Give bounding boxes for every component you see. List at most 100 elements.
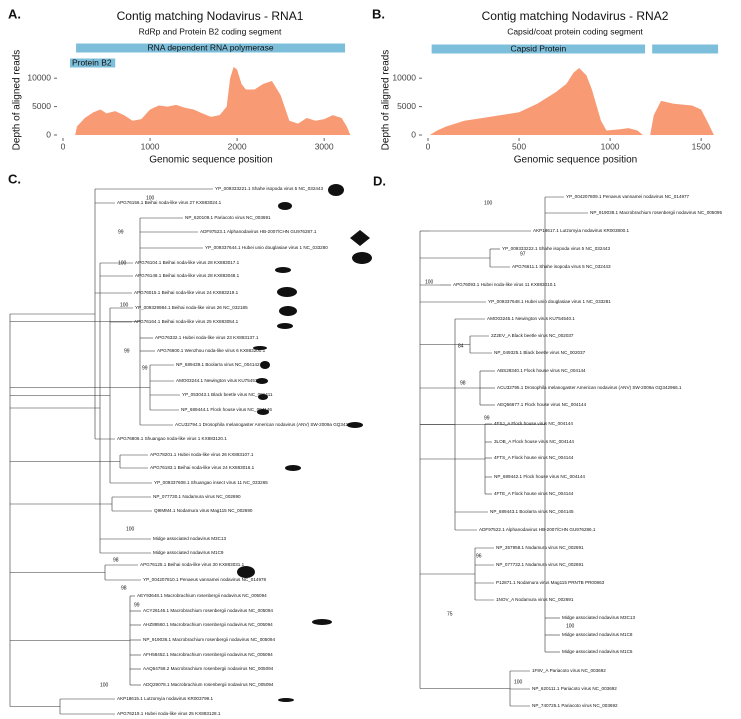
leaf-label: NP_919038.1 Macrobrachium rosenbergii no…	[590, 210, 722, 215]
icon-tick	[237, 566, 255, 578]
bootstrap-value: 100	[146, 195, 155, 201]
x-tick-label: 1000	[601, 141, 620, 151]
leaf-label: 2Z2EV_A Black beetle virus NC_002037	[491, 333, 574, 338]
bootstrap-value: 99	[134, 602, 140, 608]
bootstrap-value: 99	[484, 415, 490, 421]
bootstrap-value: 100	[126, 526, 135, 532]
leaf-label: APG76148.1 Beihai noda-like virus 28 KX8…	[135, 273, 240, 278]
leaf-label: 4FSJ_A Flock house virus NC_004144	[494, 421, 573, 426]
icon-shrimp	[285, 465, 301, 471]
icon-dragonfly	[278, 698, 294, 702]
bootstrap-value: 100	[118, 260, 127, 266]
leaf-label: NP_049325.1 Black beetle virus NC_002037	[494, 350, 586, 355]
y-tick-label: 0	[46, 129, 51, 139]
icon-mussel	[352, 252, 372, 264]
leaf-label: YP_009337648.1 Hubei unio douglasiae vir…	[488, 299, 611, 304]
x-tick-label: 0	[426, 141, 431, 151]
leaf-label: Midge associated nodavirus M3C13	[153, 536, 226, 541]
leaf-label: APG76104.1 Beihai noda-like virus 28 KX8…	[135, 260, 240, 265]
bootstrap-value: 99	[118, 229, 124, 235]
leaf-label: Q9IMM4.1 Nodamura virus Mag115 NC_002690	[154, 508, 253, 513]
bootstrap-value: 98	[113, 557, 119, 563]
leaf-label: Midge associated nodavirus M1C8	[562, 632, 633, 637]
bootstrap-value: 100	[100, 682, 109, 688]
leaf-label: AEY93648.1 Macrobrachium rosenbergii nod…	[137, 593, 267, 598]
coding-segment	[431, 44, 646, 54]
leaf-label: YP_009337644.1 Hubei unio douglasiae vir…	[205, 245, 328, 250]
leaf-label: NP_357958.1 Nodamura virus NC_002691	[496, 545, 584, 550]
bootstrap-value: 100	[120, 302, 129, 308]
leaf-label: APG76806.1 Shuangao noda-like virus 1 KX…	[117, 436, 227, 441]
leaf-label: Midge associated nodavirus M1C5	[562, 649, 633, 654]
leaf-label: APG76015.1 Beihai noda-like virus 24 KX8…	[134, 290, 239, 295]
leaf-label: APG76600.1 Wenzhou noda-like virus 6 KX8…	[157, 348, 266, 353]
leaf-label: P12871.1 Nodamura virus Mag115 PRNTB PR0…	[496, 580, 605, 585]
leaf-label: NP_919036.1 Macrobrachium rosenbergii no…	[143, 637, 275, 642]
leaf-label: AHZ89560.1 Macrobrachium rosenbergii nod…	[143, 622, 273, 627]
coverage-area	[429, 67, 714, 135]
leaf-label: ACY26146.1 Macrobrachium rosenbergii nod…	[143, 608, 273, 613]
leaf-label: YP_004207810.1 Penaeus vannamei nodaviru…	[143, 577, 267, 582]
chart-title: Contig matching Nodavirus - RNA2	[482, 9, 669, 23]
leaf-label: 3LOB_A Flock house virus NC_004144	[494, 439, 574, 444]
icon-snail	[328, 184, 344, 196]
y-axis-label: Depth of aligned reads	[12, 50, 23, 151]
leaf-label: NP_620109.1 Pariacoto virus NC_003691	[185, 215, 271, 220]
segment-label: Protein B2	[72, 57, 112, 67]
icon-dragonfly	[253, 346, 267, 350]
leaf-label: NP_689439.1 Boolarra virus NC_004142	[176, 362, 260, 367]
y-tick-label: 5000	[397, 101, 416, 111]
bootstrap-value: 98	[121, 585, 127, 591]
icon-shell	[277, 287, 297, 297]
leaf-label: YP_053043.1 Black beetle virus NC_001411	[182, 392, 273, 397]
leaf-label: YP_009333221.1 Shahe isopoda virus 5 NC_…	[215, 186, 323, 191]
leaf-label: APG76125.1 Beihai noda-like virus 30 KX8…	[140, 562, 245, 567]
leaf-label: APG76332.1 Hubei noda-like virus 23 KX88…	[155, 335, 259, 340]
leaf-label: NP_689444.1 Flock house virus NC_004146	[181, 407, 272, 412]
segment-label: Capsid Protein	[510, 43, 566, 53]
icon-cricket	[256, 378, 268, 384]
leaf-label: AKP18617.1 Lutzomyia nodavirus KR003800.…	[533, 228, 629, 233]
icon-prawn	[312, 619, 332, 625]
y-tick-label: 5000	[32, 101, 51, 111]
y-tick-label: 10000	[27, 72, 51, 82]
leaf-label: NP_077730.1 Nodamura virus NC_002690	[153, 494, 241, 499]
coding-segment	[69, 58, 116, 68]
leaf-label: APG76164.1 Beihai noda-like virus 25 KX8…	[134, 319, 239, 324]
leaf-label: Midge associated nodavirus M1C9	[153, 550, 224, 555]
leaf-label: ADQ29078.1 Macrobrachium rosenbergii nod…	[143, 682, 274, 687]
leaf-label: NP_740725.1 Pariacoto virus NC_003692	[532, 703, 618, 708]
leaf-label: APG76183.1 Beihai noda-like virus 24 KX8…	[150, 465, 255, 470]
leaf-label: ADF97522.1 Alphanodavirus HB-2007/CHN GU…	[479, 527, 596, 532]
leaf-label: YP_004207809.1 Penaeus vannamei nodaviru…	[566, 194, 690, 199]
leaf-label: ABS29340.1 Flock house virus NC_004144	[497, 368, 586, 373]
chart-subtitle: RdRp and Protein B2 coding segment	[139, 26, 282, 36]
leaf-label: APG76156.1 Beihai noda-like virus 27 KX8…	[117, 200, 222, 205]
y-tick-label: 0	[411, 129, 416, 139]
coverage-area	[75, 66, 351, 135]
leaf-label: AFH58452.1 Macrobrachium rosenbergii nod…	[143, 652, 273, 657]
x-tick-label: 2000	[228, 141, 247, 151]
chart-subtitle: Capsid/coat protein coding segment	[507, 26, 643, 36]
bootstrap-value: 99	[124, 348, 130, 354]
leaf-label: YP_009333222.1 Shahe isopoda virus 5 NC_…	[502, 246, 610, 251]
x-tick-label: 3000	[315, 141, 334, 151]
bootstrap-value: 100	[484, 200, 493, 206]
bootstrap-value: 96	[476, 553, 482, 559]
leaf-label: ACU32794.1 Drosophila melanogaster Ameri…	[175, 422, 360, 427]
leaf-label: Midge associated nodavirus M3C13	[562, 615, 635, 620]
leaf-label: NP_689443.1 Boolarra virus NC_004145	[490, 509, 574, 514]
icon-isopod	[278, 202, 292, 210]
icon-beetle	[258, 394, 268, 400]
leaf-label: ACU32795.1 Drosophila melanogaster Ameri…	[497, 385, 682, 390]
leaf-label: NP_620111.1 Pariacoto virus NC_003692	[532, 686, 617, 691]
panel-label: C.	[8, 171, 21, 186]
bootstrap-value: 97	[520, 251, 526, 257]
leaf-label: ADF97523.1 Alphanodavirus HB-2007/CHN GU…	[200, 229, 317, 234]
icon-moth	[350, 230, 370, 246]
x-tick-label: 1500	[692, 141, 711, 151]
bootstrap-value: 75	[447, 611, 453, 617]
y-tick-label: 10000	[392, 72, 416, 82]
